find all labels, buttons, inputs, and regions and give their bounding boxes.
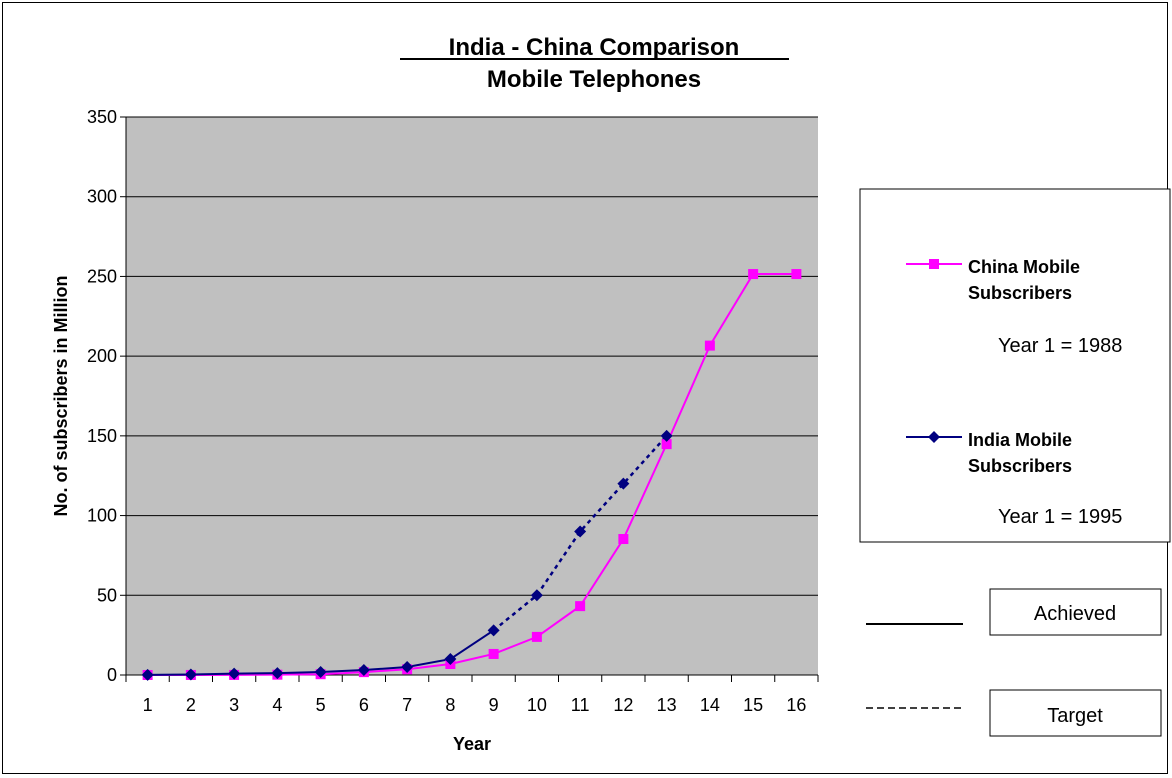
legend-china-note: Year 1 = 1988: [998, 335, 1122, 357]
india-point: [184, 668, 197, 681]
china-point: [618, 534, 629, 545]
x-tick-label: 7: [402, 695, 412, 715]
x-tick-label: 6: [359, 695, 369, 715]
india-point: [617, 477, 630, 490]
x-tick-labels: 1 2 3 4 5 6 7 8 9 10 11 12 13 14 15 16: [143, 695, 807, 715]
y-tick-label: 100: [87, 506, 117, 526]
x-axis-label: Year: [453, 734, 491, 754]
legend-india: India Mobile Subscribers Year 1 = 1995: [906, 430, 1122, 528]
india-point: [228, 667, 241, 680]
y-tick-label: 300: [87, 187, 117, 207]
china-point: [748, 269, 759, 280]
india-point: [487, 624, 500, 637]
china-series-line: [147, 273, 797, 676]
chart-subtitle: Mobile Telephones: [487, 66, 701, 93]
india-point: [357, 664, 370, 677]
x-tick-label: 9: [489, 695, 499, 715]
achieved-key-box: [989, 588, 1162, 636]
china-point: [575, 601, 586, 612]
india-point: [660, 429, 673, 442]
india-point: [444, 653, 457, 666]
x-tick-label: 5: [316, 695, 326, 715]
series-markers: [141, 269, 802, 681]
x-tick-label: 4: [272, 695, 282, 715]
x-tick-label: 13: [657, 695, 677, 715]
india-point: [401, 661, 414, 674]
legend-china-label: China Mobile Subscribers: [968, 257, 1080, 303]
y-tick-label: 350: [87, 107, 117, 127]
legend-china-marker: [929, 259, 939, 269]
target-key-box: [989, 689, 1162, 737]
x-tick-label: 12: [613, 695, 633, 715]
y-tick-label: 250: [87, 266, 117, 286]
y-tick-labels: 0 50 100 150 200 250 300 350: [87, 107, 117, 685]
india-target-line: [492, 435, 668, 632]
x-tick-label: 16: [786, 695, 806, 715]
x-tick-label: 1: [143, 695, 153, 715]
x-tick-label: 11: [571, 695, 590, 715]
india-point: [574, 525, 587, 538]
india-point: [271, 667, 284, 680]
x-tick-label: 14: [700, 695, 720, 715]
china-point: [661, 439, 672, 450]
chart-title: India - China Comparison: [449, 34, 740, 61]
legend-india-marker: [928, 431, 940, 443]
legend-india-label: India Mobile Subscribers: [968, 430, 1072, 476]
x-tick-label: 8: [445, 695, 455, 715]
achieved-key-label: Achieved: [1034, 603, 1116, 625]
x-tick-label: 10: [527, 695, 547, 715]
india-point: [314, 665, 327, 678]
china-point: [488, 648, 499, 659]
y-axis-label: No. of subscribers in Million: [51, 275, 71, 516]
grid-lines: [120, 116, 818, 676]
y-tick-label: 150: [87, 426, 117, 446]
legend-india-note: Year 1 = 1995: [998, 506, 1122, 528]
x-tick-label: 15: [743, 695, 763, 715]
x-tick-label: 3: [229, 695, 239, 715]
target-key-label: Target: [1047, 705, 1103, 727]
legend-box: [859, 188, 1171, 543]
china-point: [531, 631, 542, 642]
india-point: [530, 589, 543, 602]
y-tick-label: 50: [97, 585, 117, 605]
y-tick-label: 0: [107, 665, 117, 685]
india-point: [141, 668, 154, 681]
y-tick-label: 200: [87, 346, 117, 366]
china-point: [704, 340, 715, 351]
legend-china: China Mobile Subscribers Year 1 = 1988: [906, 257, 1122, 357]
china-point: [791, 269, 802, 280]
plot-area: [126, 117, 818, 675]
x-tick-label: 2: [186, 695, 196, 715]
